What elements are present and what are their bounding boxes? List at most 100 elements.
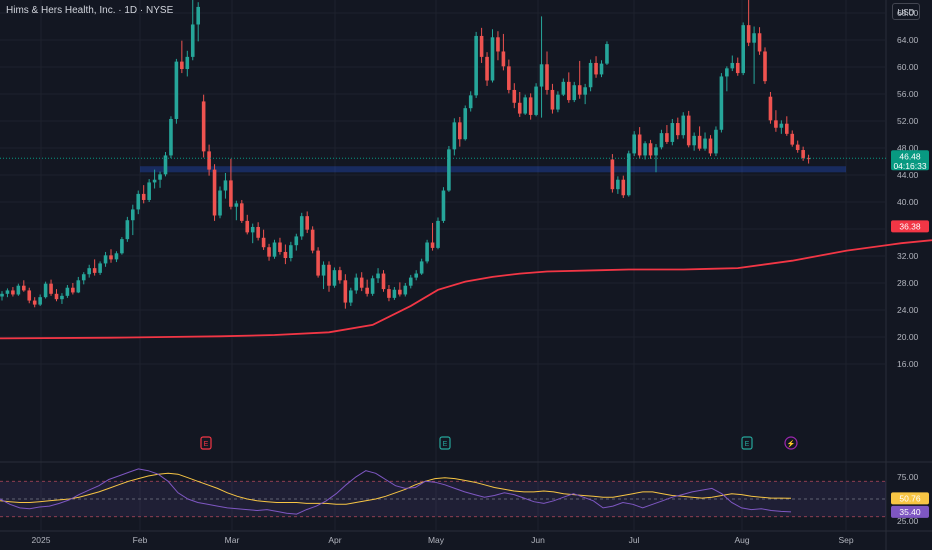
candle — [463, 105, 468, 141]
candle — [398, 282, 402, 297]
candle — [158, 171, 162, 188]
time-axis[interactable]: 2025 Feb Mar Apr May Jun Jul Aug Sep — [32, 535, 854, 545]
candle-body — [588, 62, 593, 88]
candle-body — [65, 287, 70, 296]
event-circle — [784, 436, 798, 450]
candle — [169, 116, 173, 159]
candle — [436, 217, 440, 250]
last-price-tag-text: 46.48 — [899, 151, 921, 161]
rsi-sma-tag-text: 50.76 — [899, 493, 921, 503]
candle — [594, 56, 598, 78]
candle — [43, 281, 48, 299]
candle-body — [686, 115, 691, 146]
candle-body — [76, 280, 81, 293]
candle-body — [185, 56, 190, 70]
candle-body — [250, 226, 255, 233]
candle — [441, 187, 446, 223]
candle — [588, 59, 593, 92]
candle — [180, 40, 184, 74]
candle — [38, 294, 42, 306]
candle-body — [474, 35, 478, 96]
candle — [605, 41, 609, 65]
candle — [468, 91, 473, 112]
candle — [60, 293, 64, 304]
candle-body — [32, 300, 37, 305]
candle-body — [790, 133, 795, 145]
candle-body — [321, 264, 326, 276]
candle — [730, 55, 735, 72]
event-box — [741, 436, 753, 450]
earnings-event-icon: E — [741, 436, 753, 450]
price-axis[interactable]: 76.0072.0068.0064.0060.0056.0052.0048.00… — [897, 0, 919, 526]
candle-body — [610, 159, 615, 190]
candle — [294, 233, 299, 251]
rsi-panel — [0, 468, 886, 518]
candle — [76, 276, 81, 294]
currency-button[interactable]: USD — [892, 3, 920, 20]
price-tick-label: 20.00 — [897, 332, 919, 342]
candle — [490, 29, 495, 83]
candle — [392, 287, 397, 300]
candle-body — [670, 123, 675, 142]
candle-body — [278, 242, 282, 252]
candle — [98, 261, 102, 275]
candle — [190, 0, 195, 61]
candle-body — [452, 122, 457, 150]
candle-body — [60, 295, 64, 300]
candle-body — [539, 64, 544, 87]
candle-body — [490, 37, 495, 81]
candle-body — [741, 25, 745, 74]
candle-body — [703, 138, 707, 149]
candle-body — [98, 263, 102, 273]
candle — [278, 237, 282, 255]
candle — [779, 120, 784, 134]
candle-body — [289, 245, 293, 259]
candle-body — [120, 239, 124, 254]
candle-body — [71, 287, 75, 293]
candle-body — [169, 118, 173, 156]
candle-body — [354, 277, 359, 291]
candle-body — [218, 190, 222, 216]
candle — [534, 83, 538, 117]
candle — [283, 244, 288, 265]
candle — [92, 259, 97, 276]
candle — [349, 287, 353, 306]
event-box — [200, 436, 212, 450]
candle — [681, 112, 686, 139]
earnings-events: E E E ⚡ — [200, 436, 798, 450]
candle-body — [795, 144, 800, 151]
time-tick-label: Apr — [328, 535, 341, 545]
candle — [425, 239, 429, 264]
candle-body — [147, 182, 151, 200]
candle — [479, 27, 484, 63]
candle-body — [479, 35, 484, 57]
candle-body — [507, 66, 511, 90]
candle — [430, 222, 435, 251]
candle-body — [681, 115, 686, 136]
candle — [670, 118, 675, 146]
candle-body — [43, 283, 48, 298]
time-tick-label: Aug — [734, 535, 749, 545]
candle — [310, 226, 315, 254]
candle — [174, 58, 179, 124]
candle — [22, 280, 26, 292]
candle-body — [272, 242, 277, 257]
candle-body — [158, 174, 162, 180]
candle-body — [125, 220, 130, 240]
candle-body — [616, 179, 620, 190]
candle-body — [54, 293, 59, 300]
candle-body — [572, 85, 577, 101]
candle-body — [414, 273, 418, 278]
candle-body — [294, 236, 299, 246]
candle — [610, 154, 615, 193]
candle-body — [22, 285, 26, 291]
ma-value-tag-text: 36.38 — [899, 221, 921, 231]
candle-body — [310, 229, 315, 251]
candle — [643, 141, 647, 160]
candle-body — [398, 289, 402, 295]
candle-body — [523, 97, 527, 114]
candle-body — [349, 290, 353, 303]
candle-body — [408, 277, 413, 286]
candle-body — [583, 87, 587, 95]
